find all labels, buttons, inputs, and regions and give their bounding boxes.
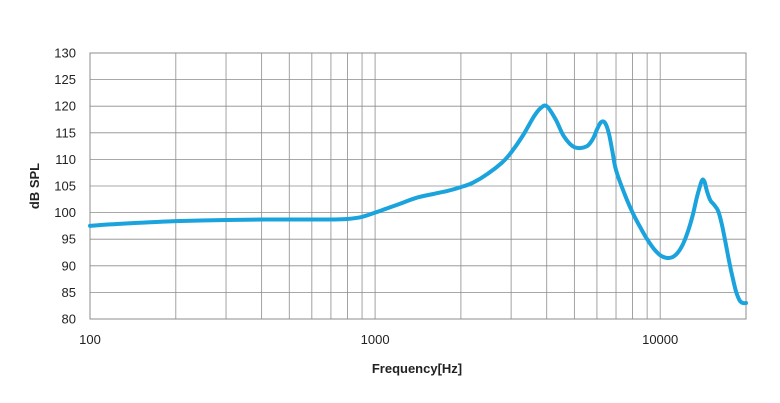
- x-tick-label: 100: [79, 332, 101, 347]
- series-layer: [88, 103, 748, 306]
- y-tick-label: 85: [62, 285, 76, 300]
- y-tick-label: 100: [54, 205, 76, 220]
- y-tick-label: 90: [62, 258, 76, 273]
- y-tick-label: 115: [55, 125, 76, 140]
- y-tick-labels: 80 85 90 95 100 105 110 115 120 125 130: [54, 46, 76, 327]
- plot-frame: [89, 52, 747, 320]
- y-tick-label: 125: [54, 72, 76, 87]
- y-tick-label: 105: [54, 179, 76, 194]
- y-tick-label: 95: [62, 232, 76, 247]
- grid: [89, 52, 747, 320]
- series-line: [88, 103, 748, 306]
- x-tick-label: 10000: [642, 332, 678, 347]
- y-tick-label: 120: [54, 99, 76, 114]
- x-axis-label: Frequency[Hz]: [372, 361, 462, 376]
- x-tick-label: 1000: [361, 332, 390, 347]
- x-tick-labels: 100 1000 10000: [79, 332, 678, 347]
- y-axis-label: dB SPL: [27, 163, 42, 209]
- y-tick-label: 80: [62, 312, 76, 327]
- y-tick-label: 130: [54, 46, 76, 61]
- y-tick-label: 110: [55, 152, 76, 167]
